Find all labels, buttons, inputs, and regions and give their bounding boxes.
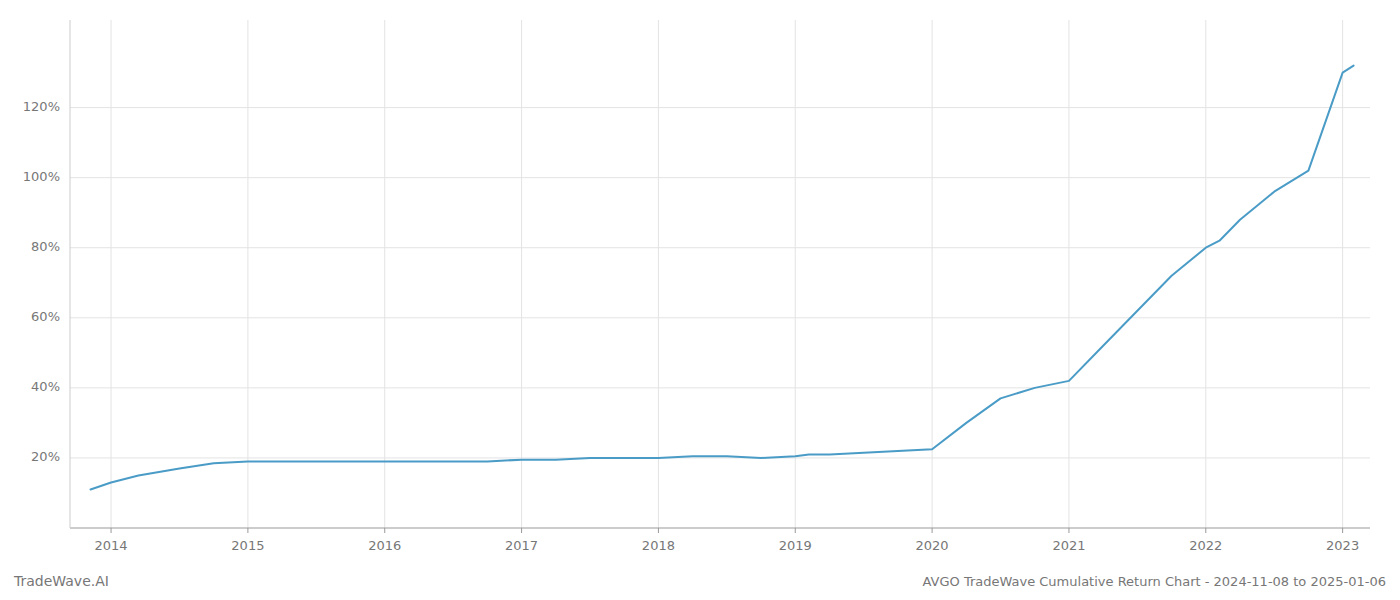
x-axis-line (70, 528, 1370, 529)
x-tick-mark (795, 528, 796, 533)
page: {"chart_data": { "type": "line", "title"… (0, 0, 1400, 600)
labels: TradeWave.AI AVGO TradeWave Cumulative Re… (13, 573, 1386, 589)
y-grid-line (70, 107, 1370, 108)
x-tick-mark (247, 528, 248, 533)
x-tick-label: 2019 (779, 538, 812, 553)
chart-svg: 20% 40% 60% 80% 100% 120% 2014 2015 2016 2017 2018… (0, 0, 1400, 600)
x-grid-line (384, 20, 385, 528)
y-tick-label: 120% (23, 99, 60, 114)
watermark: TradeWave.AI (13, 573, 109, 589)
x-tick-mark (1068, 528, 1069, 533)
y-grid-line (70, 387, 1370, 388)
chart-container: 20% 40% 60% 80% 100% 120% 2014 2015 2016 2017 2018… (0, 0, 1400, 600)
grid (70, 20, 1370, 528)
x-grid-line (1068, 20, 1069, 528)
x-tick-mark (521, 528, 522, 533)
x-grid-line (795, 20, 796, 528)
y-grid-line (70, 457, 1370, 458)
x-tick-label: 2015 (231, 538, 264, 553)
chart-title: AVGO TradeWave Cumulative Return Chart -… (923, 574, 1387, 589)
x-grid-line (932, 20, 933, 528)
x-tick-mark (658, 528, 659, 533)
plot-area (91, 66, 1354, 490)
x-tick-mark (111, 528, 112, 533)
x-tick-label: 2017 (505, 538, 538, 553)
y-tick-label: 20% (31, 449, 60, 464)
x-tick-mark (1342, 528, 1343, 533)
y-tick-label: 100% (23, 169, 60, 184)
x-grid-line (1342, 20, 1343, 528)
y-grid-line (70, 247, 1370, 248)
x-tick-label: 2022 (1189, 538, 1222, 553)
data-line (91, 66, 1354, 490)
x-grid-line (247, 20, 248, 528)
x-tick-mark (932, 528, 933, 533)
x-grid-line (521, 20, 522, 528)
x-tick-label: 2020 (916, 538, 949, 553)
axes: 20% 40% 60% 80% 100% 120% 2014 2015 2016 2017 2018… (23, 20, 1370, 553)
y-grid-line (70, 317, 1370, 318)
x-grid-line (1205, 20, 1206, 528)
x-tick-label: 2016 (368, 538, 401, 553)
x-tick-mark (1205, 528, 1206, 533)
x-tick-label: 2018 (642, 538, 675, 553)
y-tick-label: 60% (31, 309, 60, 324)
y-axis-line (70, 20, 71, 528)
x-tick-label: 2014 (95, 538, 128, 553)
x-grid-line (658, 20, 659, 528)
x-tick-label: 2021 (1052, 538, 1085, 553)
y-grid-line (70, 177, 1370, 178)
y-tick-label: 40% (31, 379, 60, 394)
y-tick-label: 80% (31, 239, 60, 254)
x-tick-mark (384, 528, 385, 533)
x-grid-line (111, 20, 112, 528)
x-tick-label: 2023 (1326, 538, 1359, 553)
